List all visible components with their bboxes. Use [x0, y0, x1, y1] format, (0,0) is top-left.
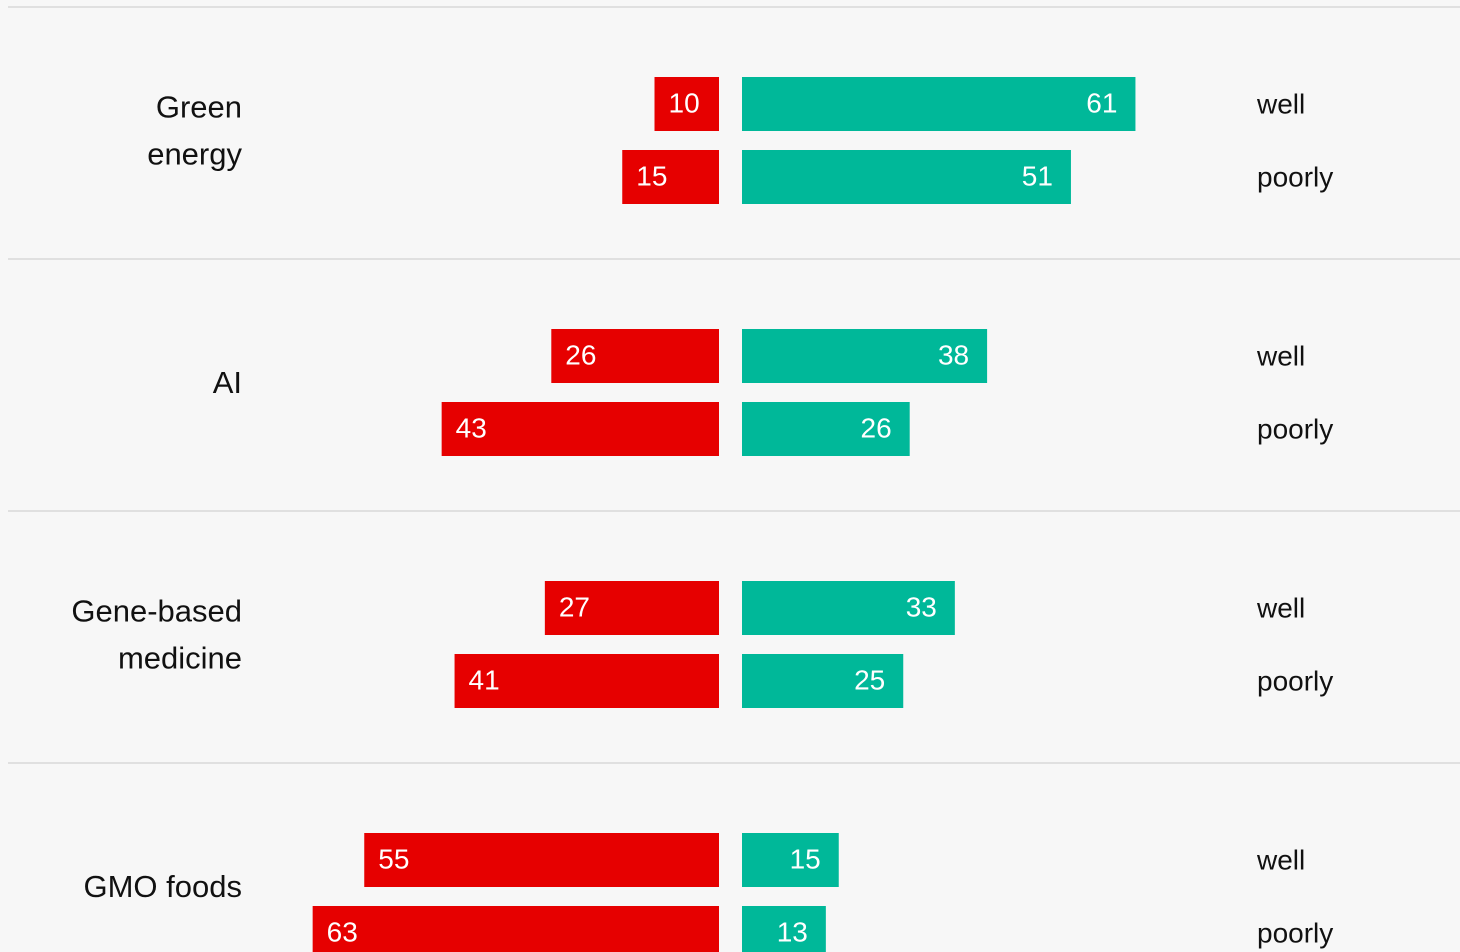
value-label: 10 [669, 87, 700, 118]
bar [454, 654, 719, 708]
row-label: poorly [1257, 161, 1333, 192]
bar [742, 906, 826, 952]
bar [742, 77, 1136, 131]
bar [544, 581, 719, 635]
value-label: 33 [906, 591, 937, 622]
value-label: 61 [1086, 87, 1117, 118]
bar [742, 150, 1071, 204]
group-label: energy [147, 137, 242, 172]
bar [742, 654, 904, 708]
row-label: well [1256, 592, 1305, 623]
value-label: 27 [559, 591, 590, 622]
bar [742, 833, 839, 887]
group-label: GMO foods [84, 869, 243, 904]
value-label: 63 [327, 916, 358, 947]
value-label: 25 [854, 664, 885, 695]
group-label: Green [156, 90, 242, 125]
bar [742, 581, 955, 635]
row-label: poorly [1257, 665, 1333, 696]
value-label: 38 [938, 339, 969, 370]
value-label: 41 [469, 664, 500, 695]
value-label: 43 [456, 412, 487, 443]
bar [312, 906, 719, 952]
row-label: well [1256, 88, 1305, 119]
value-label: 26 [861, 412, 892, 443]
bar [654, 77, 719, 131]
value-label: 15 [790, 843, 821, 874]
value-label: 13 [777, 916, 808, 947]
row-label: poorly [1257, 917, 1333, 948]
value-label: 55 [378, 843, 409, 874]
group-label: Gene-based [71, 594, 242, 629]
group-label: AI [213, 365, 242, 400]
group-label: medicine [118, 641, 242, 676]
bar [364, 833, 719, 887]
value-label: 51 [1022, 160, 1053, 191]
row-label: well [1256, 844, 1305, 875]
row-label: well [1256, 340, 1305, 371]
bar [441, 402, 719, 456]
bar [622, 150, 719, 204]
bar [742, 402, 910, 456]
bar [551, 329, 719, 383]
row-label: poorly [1257, 413, 1333, 444]
value-label: 15 [636, 160, 667, 191]
bar [742, 329, 988, 383]
value-label: 26 [565, 339, 596, 370]
